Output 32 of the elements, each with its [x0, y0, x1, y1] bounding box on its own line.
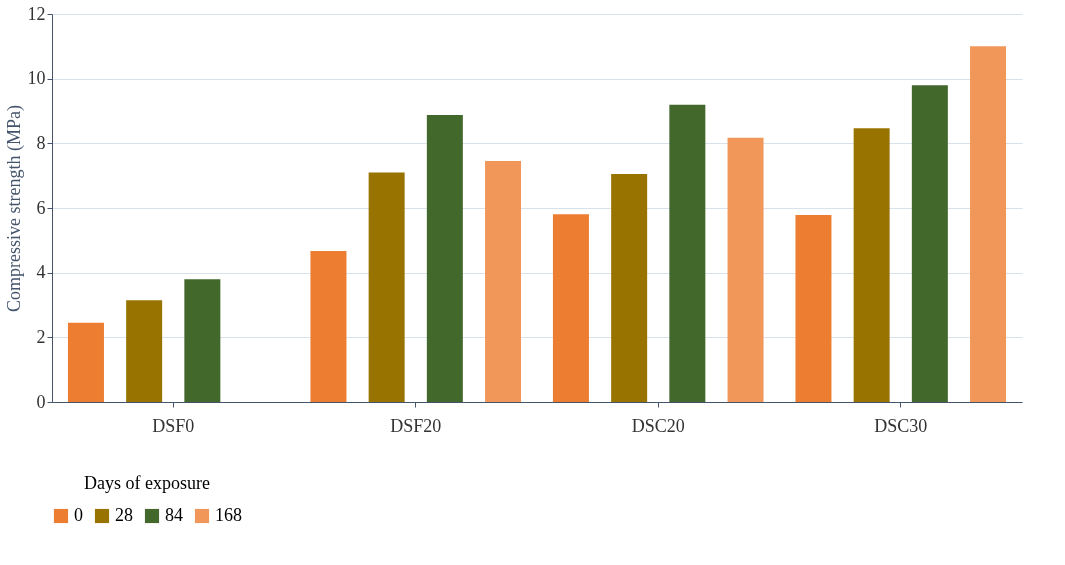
bar [310, 251, 347, 402]
y-tick-label: 10 [27, 68, 46, 89]
legend-label: 28 [115, 505, 133, 525]
bar [126, 300, 163, 402]
bar [184, 279, 221, 402]
legend-label: 0 [74, 505, 83, 525]
x-tick-label: DSC20 [631, 415, 685, 436]
legend-label: 168 [215, 505, 242, 525]
bar [795, 215, 832, 402]
y-tick-label: 2 [36, 326, 46, 347]
legend-label: 84 [165, 505, 183, 525]
bar [368, 172, 405, 402]
y-tick-label: 6 [36, 197, 46, 218]
y-axis-title: Compressive strength (MPa) [3, 105, 25, 312]
y-tick-label: 4 [36, 262, 46, 283]
y-tick-label: 8 [36, 132, 46, 153]
x-tick-label: DSF0 [152, 415, 195, 436]
bar [67, 322, 104, 402]
bar [552, 214, 589, 402]
bar [611, 174, 648, 402]
bar [426, 114, 463, 402]
legend-title: Days of exposure [84, 473, 210, 493]
y-tick-label: 12 [27, 3, 46, 24]
bar [485, 161, 522, 402]
bar [970, 46, 1007, 402]
x-tick-label: DSF20 [390, 415, 442, 436]
bar [727, 137, 764, 402]
bar [911, 85, 948, 402]
y-tick-label: 0 [36, 391, 46, 412]
x-tick-label: DSC30 [874, 415, 928, 436]
bar [853, 128, 890, 402]
bar [669, 104, 706, 402]
